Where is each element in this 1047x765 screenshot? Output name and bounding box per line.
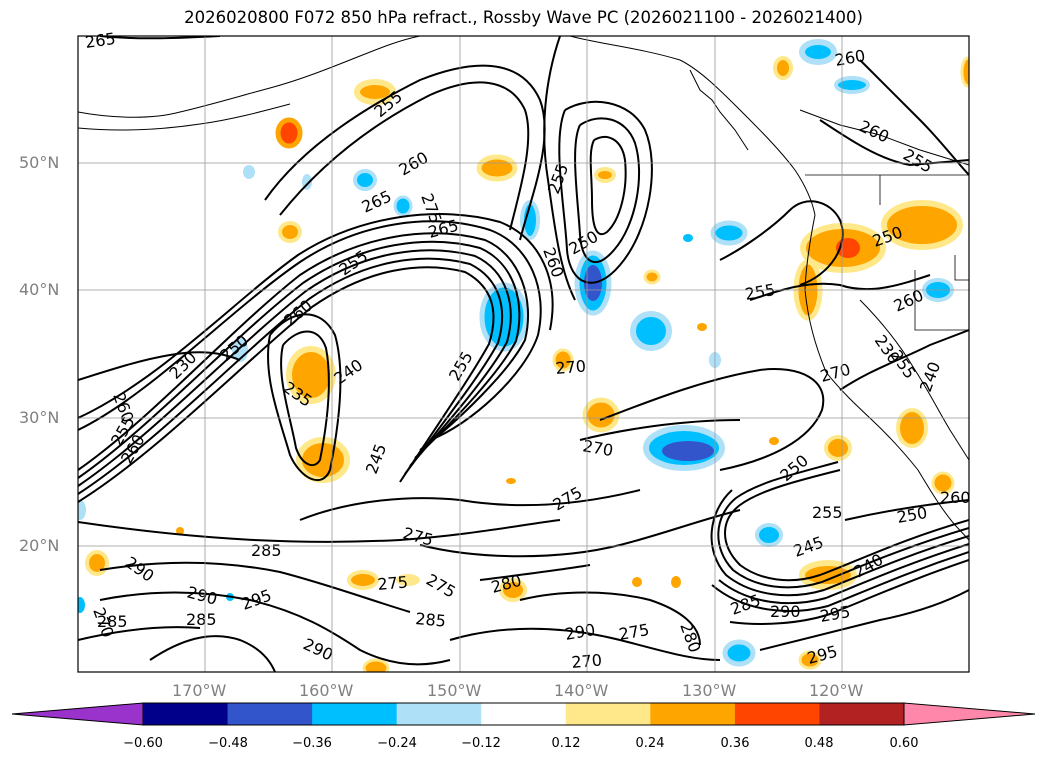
colorbar-swatch [312,703,398,725]
contour-label: 285 [97,612,128,631]
colorbar-tick-label: 0.24 [635,736,665,751]
contour-label: 285 [251,541,282,560]
map-frame [77,35,970,673]
contour-label: 260 [940,488,971,507]
map-plot [78,36,969,672]
colorbar-swatch [143,703,229,725]
colorbar [11,702,1036,726]
colorbar-tick-label: 0.48 [804,736,834,751]
colorbar-tick-label: −0.12 [461,736,501,751]
contour-label: 255 [812,503,843,522]
lat-label: 50°N [19,153,60,172]
coastlines [78,36,969,541]
colorbar-tick-label: −0.48 [208,736,248,751]
colorbar-extend-max [903,702,1036,726]
contour-label: 285 [415,609,447,631]
contour-label: 290 [770,602,801,621]
colorbar-swatch [481,703,567,725]
map-title: 2026020800 F072 850 hPa refract., Rossby… [184,8,863,27]
colorbar-tick-label: 0.36 [720,736,750,751]
contour-label: 285 [186,610,217,629]
colorbar-swatch [819,703,905,725]
colorbar-extend-min [11,702,144,726]
colorbar-swatch [734,703,820,725]
lat-label: 40°N [19,280,60,299]
lon-label: 130°W [682,681,737,700]
gridlines [78,36,969,672]
colorbar-tick-label: 0.12 [551,736,581,751]
lon-label: 120°W [809,681,864,700]
contour-label: 265 [84,29,117,52]
lon-label: 170°W [172,681,227,700]
colorbar-tick-label: −0.60 [123,736,163,751]
colorbar-swatch [227,703,313,725]
colorbar-swatch [396,703,482,725]
colorbar-swatch [650,703,736,725]
colorbar-tick-label: −0.36 [292,736,332,751]
lat-label: 30°N [19,408,60,427]
lon-label: 150°W [427,681,482,700]
colorbar-frame [142,702,905,726]
contour-label: 270 [555,356,587,378]
colorbar-tick-label: 0.60 [889,736,919,751]
lon-label: 160°W [299,681,354,700]
colorbar-swatch [565,703,651,725]
lat-label: 20°N [19,536,60,555]
contour-label: 275 [377,572,409,594]
colorbar-tick-label: −0.24 [377,736,417,751]
shaded-anomalies [78,39,969,672]
lon-label: 140°W [554,681,609,700]
